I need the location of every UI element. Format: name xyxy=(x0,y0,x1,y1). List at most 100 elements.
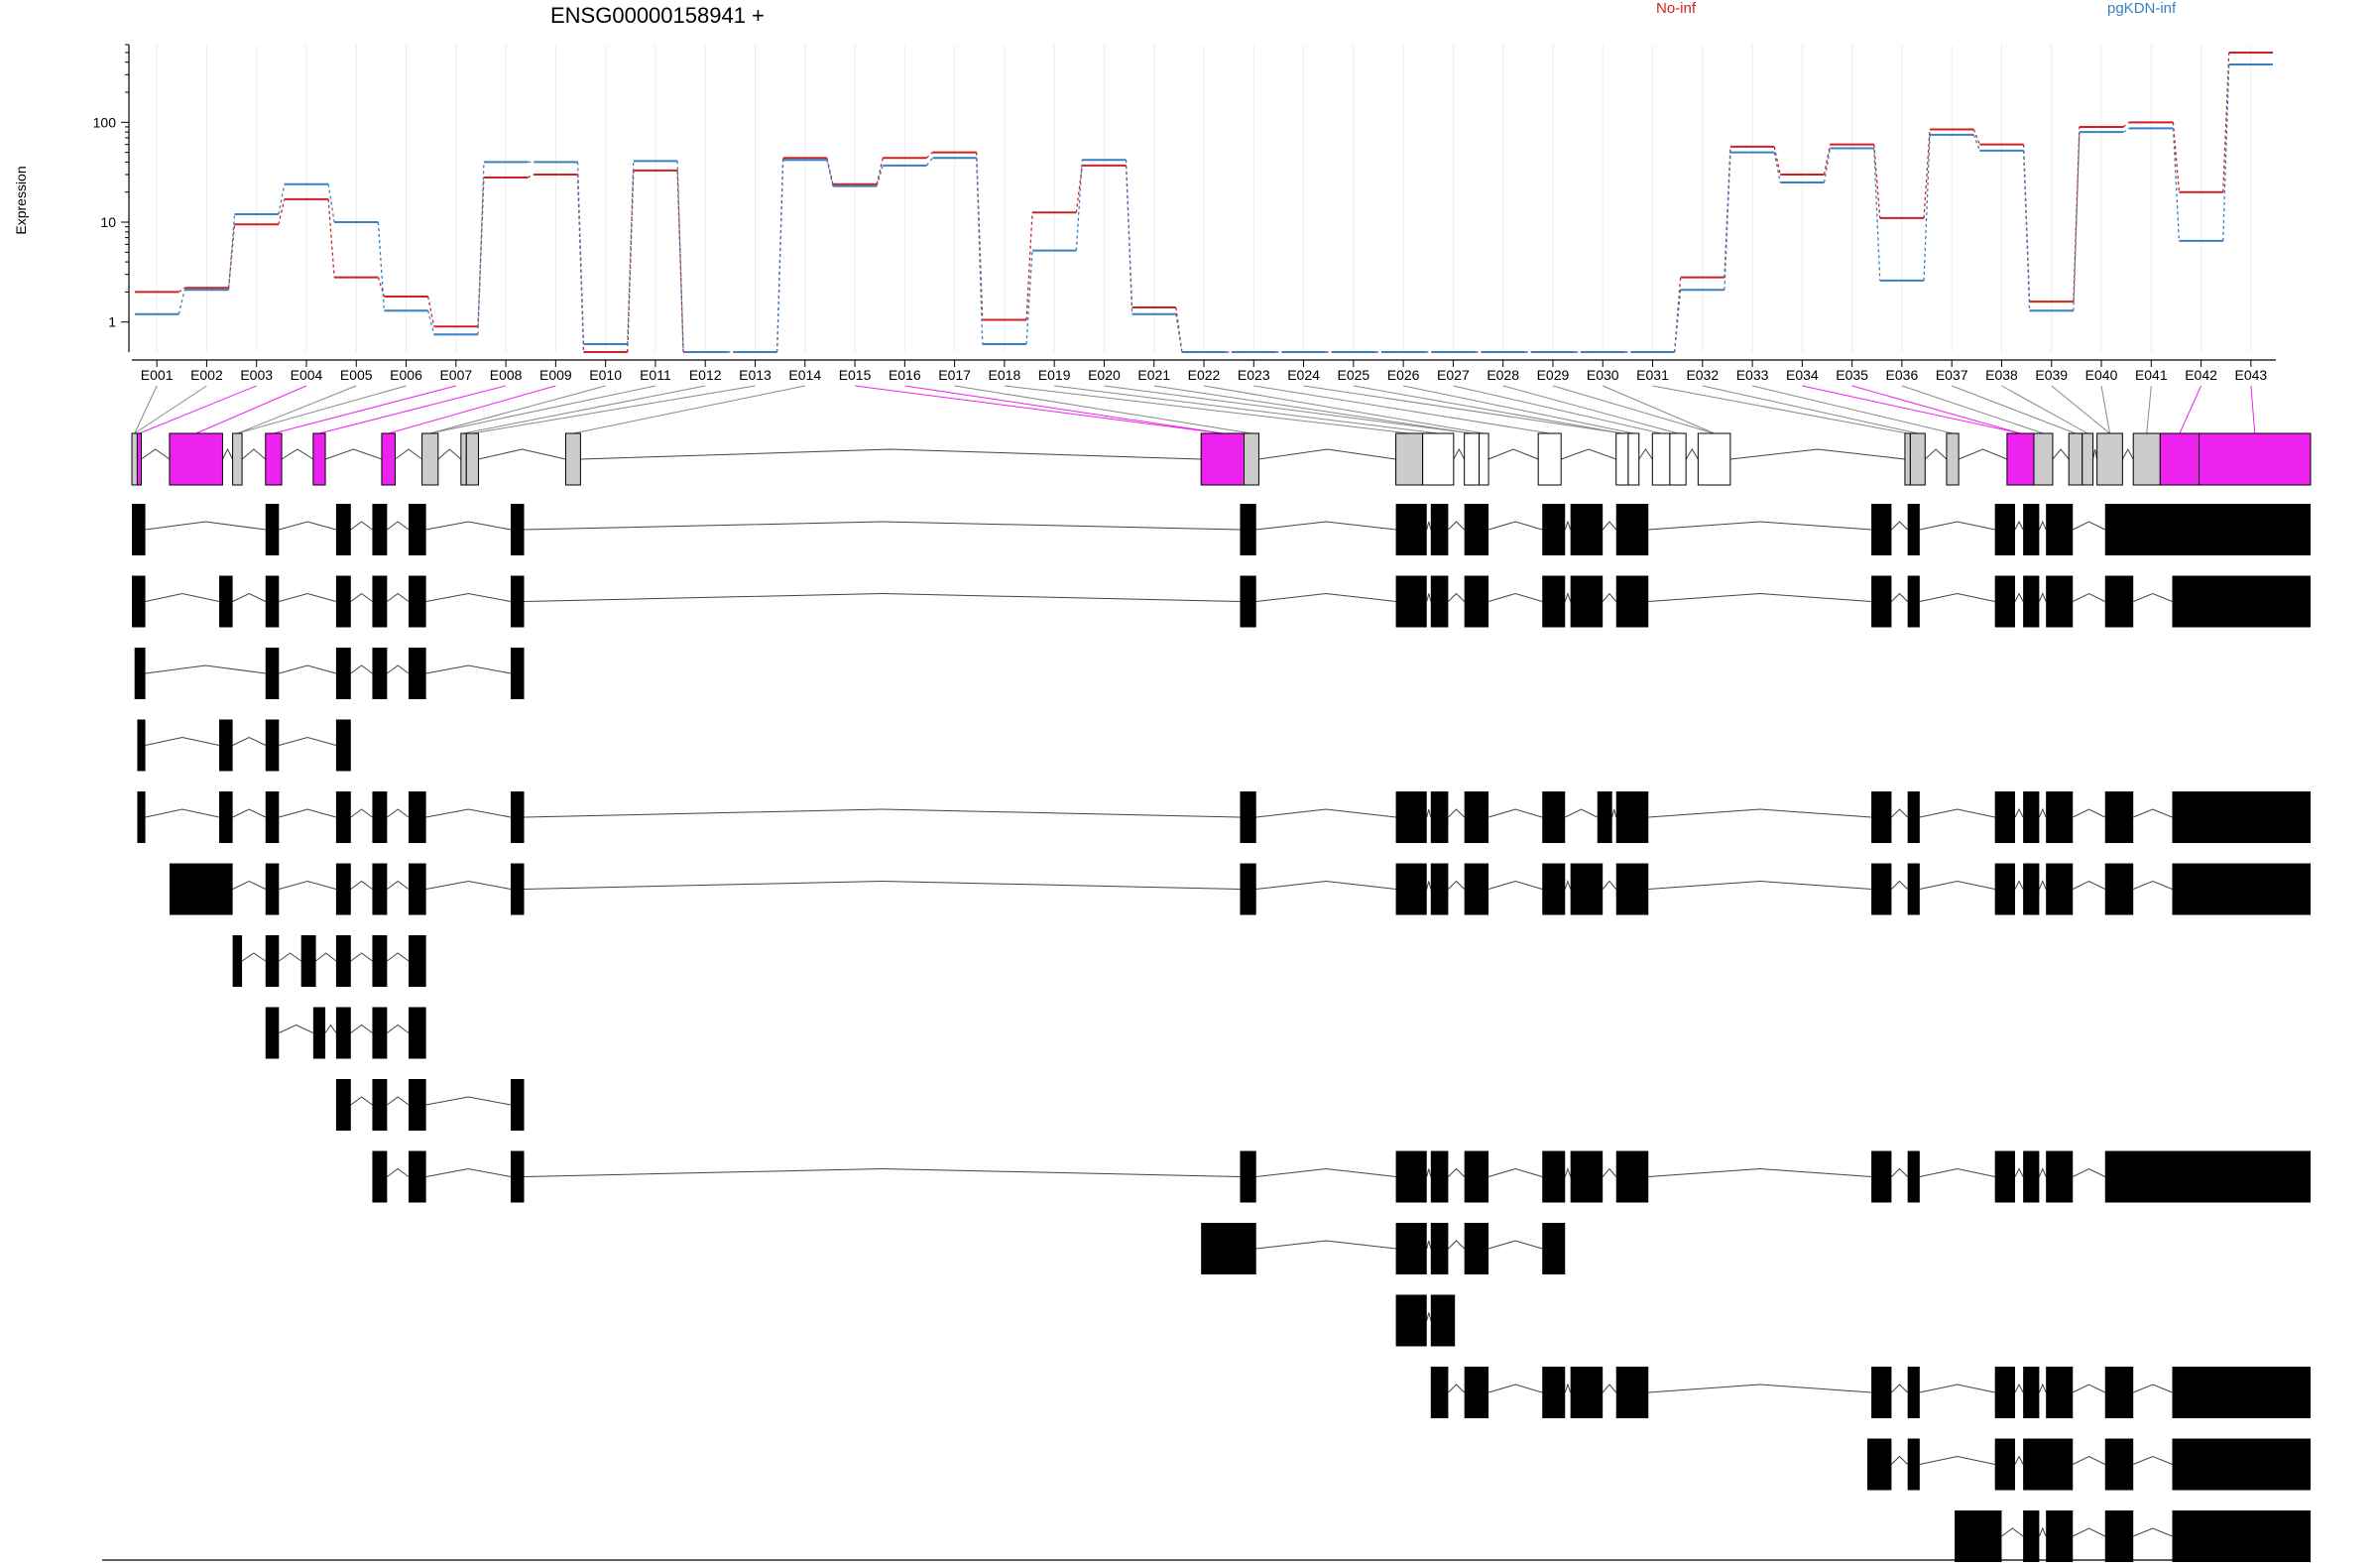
intron-line xyxy=(1602,592,1617,602)
series-connector xyxy=(826,158,834,184)
transcript-t6 xyxy=(169,863,2311,915)
transcript-exon xyxy=(1542,575,1566,628)
x-tick-label: E025 xyxy=(1337,367,1369,383)
series-connector xyxy=(976,158,984,345)
exon-connector xyxy=(572,385,805,434)
intron-line xyxy=(1648,1167,1872,1177)
intron-line xyxy=(1891,1167,1909,1177)
transcript-exon xyxy=(132,504,146,555)
exon-connectors xyxy=(134,385,2256,434)
exon-e033 xyxy=(2159,432,2201,486)
intron-line xyxy=(387,664,410,674)
transcript-exon xyxy=(265,504,280,555)
intron-line xyxy=(1488,1167,1543,1177)
intron-line xyxy=(1255,808,1396,818)
transcript-exon xyxy=(2023,863,2040,915)
intron-line xyxy=(1426,808,1432,818)
transcript-t14 xyxy=(1867,1438,2311,1491)
exon-connector xyxy=(1453,385,1662,434)
transcript-exon xyxy=(372,575,388,628)
intron-line xyxy=(425,1096,512,1106)
transcript-exon xyxy=(1395,575,1427,628)
transcript-t4 xyxy=(137,719,351,772)
transcript-exon xyxy=(1240,863,1256,915)
intron-line xyxy=(279,1024,314,1033)
transcript-exon xyxy=(335,719,351,772)
transcript-exon xyxy=(2172,1438,2311,1491)
intron-line xyxy=(2038,807,2047,818)
intron-line xyxy=(1648,592,1872,602)
transcript-exon xyxy=(372,1079,388,1131)
series-connector xyxy=(527,174,535,179)
transcript-exon xyxy=(132,575,146,628)
intron-line xyxy=(241,952,267,962)
transcript-exon xyxy=(1430,863,1449,915)
transcript-exon xyxy=(169,863,223,915)
transcript-exon xyxy=(335,575,351,628)
intron-line xyxy=(2014,592,2024,602)
intron-line xyxy=(1565,808,1598,818)
intron-line xyxy=(2133,1455,2173,1465)
series-connector xyxy=(2172,128,2181,241)
transcript-exon xyxy=(134,648,146,699)
transcript-exon xyxy=(1994,575,2016,628)
transcript-exon xyxy=(1395,863,1427,915)
intron-line xyxy=(1891,521,1909,531)
exon-e014 xyxy=(1395,432,1424,486)
intron-line xyxy=(2014,807,2024,818)
x-tick-label: E002 xyxy=(190,367,223,383)
series-connector xyxy=(278,183,286,215)
intron-line xyxy=(1891,808,1909,818)
transcript-exon xyxy=(1907,1367,1920,1418)
intron-line xyxy=(350,521,373,531)
exon-e030 xyxy=(2082,432,2094,486)
intron-line xyxy=(1891,1455,1909,1465)
series-connector xyxy=(427,296,435,327)
transcript-exon xyxy=(510,1079,525,1131)
transcript-exon xyxy=(1240,1150,1256,1203)
x-tick-label: E033 xyxy=(1736,367,1769,383)
exon-e016 xyxy=(1464,432,1481,486)
transcript-exon xyxy=(1464,1150,1489,1203)
transcript-exon xyxy=(335,648,351,699)
intron-line xyxy=(1919,880,1995,890)
x-tick-label: E026 xyxy=(1387,367,1420,383)
series-connector xyxy=(1823,148,1832,183)
transcript-t2 xyxy=(132,575,2311,628)
intron-line xyxy=(145,664,266,674)
transcript-exon xyxy=(2046,791,2074,843)
transcript-exon xyxy=(2023,504,2040,555)
x-tick-label: E042 xyxy=(2185,367,2217,383)
transcript-exon xyxy=(335,504,351,555)
transcript-exon xyxy=(1430,575,1449,628)
exon-connector xyxy=(237,385,357,434)
transcript-exon xyxy=(1994,863,2016,915)
transcript-exon xyxy=(265,935,280,987)
intron-line xyxy=(315,952,337,962)
transcript-exon xyxy=(335,935,351,987)
intron-line xyxy=(145,808,220,818)
intron-line xyxy=(141,448,171,460)
exon-e019 xyxy=(1615,432,1629,486)
transcript-exon xyxy=(1871,791,1892,843)
intron-line xyxy=(1561,448,1616,460)
transcript-exon xyxy=(232,935,243,987)
intron-line xyxy=(279,664,337,674)
intron-line xyxy=(387,1024,410,1033)
transcript-exon xyxy=(409,575,426,628)
x-tick-label: E039 xyxy=(2035,367,2068,383)
exon-e023 xyxy=(1697,432,1731,486)
exon-connector xyxy=(2250,385,2256,434)
transcript-exon xyxy=(1464,863,1489,915)
transcript-exon xyxy=(1570,1150,1604,1203)
exon-connector xyxy=(2051,385,2110,434)
exon-connector xyxy=(1203,385,1485,434)
series-connector xyxy=(876,158,884,184)
x-tick-label: E038 xyxy=(1985,367,2018,383)
transcript-exon xyxy=(335,1079,351,1131)
exon-e004 xyxy=(232,432,243,486)
series-connector xyxy=(576,162,585,345)
series-connector xyxy=(826,160,834,186)
transcript-exon xyxy=(409,504,426,555)
intron-line xyxy=(221,447,234,460)
